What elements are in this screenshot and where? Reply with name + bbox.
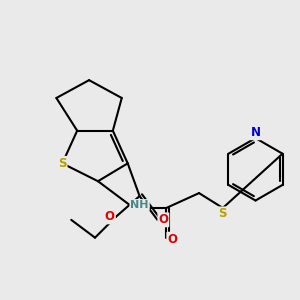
- Text: S: S: [58, 157, 67, 170]
- Text: NH: NH: [130, 200, 149, 210]
- Text: O: O: [158, 213, 168, 226]
- Text: S: S: [219, 207, 227, 220]
- Text: O: O: [167, 233, 177, 246]
- Text: O: O: [105, 210, 115, 224]
- Text: N: N: [250, 126, 260, 139]
